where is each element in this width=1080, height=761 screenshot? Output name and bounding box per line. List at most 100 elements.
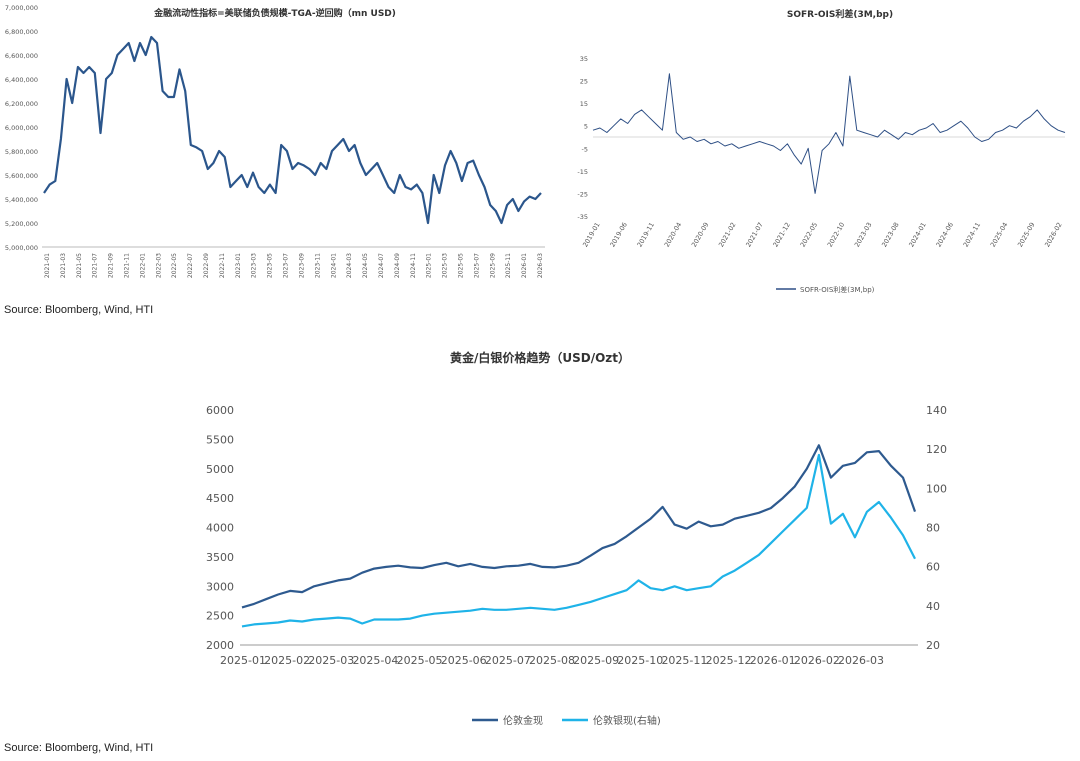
liquidity-y-tick: 6,400,000 <box>5 76 38 84</box>
liquidity-y-tick: 5,000,000 <box>5 244 38 252</box>
sofr-x-tick: 2022-05 <box>799 221 820 249</box>
liquidity-y-tick: 7,000,000 <box>5 4 38 12</box>
liquidity-x-tick: 2023-03 <box>251 253 258 278</box>
sofr-ois-chart-title: SOFR-OIS利差(3M,bp) <box>787 8 893 20</box>
gold-y-tick: 4000 <box>206 522 234 535</box>
liquidity-x-tick: 2026-01 <box>521 253 528 278</box>
sofr-x-tick: 2025-09 <box>1016 221 1037 249</box>
gold-y-tick: 5000 <box>206 463 234 476</box>
liquidity-x-tick: 2023-11 <box>314 253 321 278</box>
silver-line <box>241 453 916 628</box>
gold-silver-chart-title: 黄金/白银价格趋势（USD/Ozt） <box>450 350 630 365</box>
source-bottom: Source: Bloomberg, Wind, HTI <box>4 742 154 754</box>
gold-line <box>241 444 917 609</box>
sofr-y-tick: 35 <box>580 55 588 63</box>
gold-silver-legend: 伦敦金现 伦敦银现(右轴) <box>472 714 661 727</box>
sofr-x-tick: 2020-04 <box>663 221 684 249</box>
liquidity-x-tick: 2022-09 <box>203 253 210 278</box>
liquidity-x-tick: 2022-05 <box>171 253 178 278</box>
sofr-x-tick: 2019-06 <box>608 221 629 249</box>
liquidity-x-tick: 2023-05 <box>267 253 274 278</box>
gold-y-tick: 3500 <box>206 551 234 564</box>
sofr-x-tick: 2022-10 <box>826 221 847 249</box>
liquidity-x-tick: 2021-11 <box>124 253 131 278</box>
liquidity-y-tick: 6,000,000 <box>5 124 38 132</box>
liquidity-y-tick: 6,800,000 <box>5 28 38 36</box>
liquidity-x-tick: 2026-03 <box>537 253 544 278</box>
gold-silver-x-tick: 2025-05 <box>397 654 443 667</box>
legend-gold-label: 伦敦金现 <box>503 714 543 727</box>
gold-silver-x-tick: 2025-10 <box>617 654 663 667</box>
liquidity-x-tick: 2021-03 <box>60 253 67 278</box>
sofr-y-tick: -25 <box>577 190 588 198</box>
liquidity-x-tick: 2022-07 <box>187 253 194 278</box>
sofr-x-tick: 2021-07 <box>744 221 765 249</box>
sofr-x-tick: 2019-11 <box>636 221 657 249</box>
gold-silver-x-tick: 2025-08 <box>529 654 575 667</box>
gold-silver-x-tick: 2026-01 <box>750 654 796 667</box>
silver-y-tick: 40 <box>926 600 940 613</box>
gold-silver-x-tick: 2025-02 <box>264 654 310 667</box>
sofr-x-tick: 2024-11 <box>962 221 983 249</box>
source-top: Source: Bloomberg, Wind, HTI <box>4 304 154 316</box>
liquidity-x-tick: 2024-01 <box>330 253 337 278</box>
liquidity-x-tick: 2024-03 <box>346 253 353 278</box>
liquidity-y-tick: 6,200,000 <box>5 100 38 108</box>
sofr-y-tick: -5 <box>582 145 588 153</box>
liquidity-chart-title: 金融流动性指标=美联储负债规模-TGA-逆回购（mn USD) <box>153 7 396 19</box>
sofr-y-tick: 5 <box>584 123 588 131</box>
liquidity-x-tick: 2024-05 <box>362 253 369 278</box>
silver-y-tick: 140 <box>926 404 947 417</box>
gold-y-tick: 2500 <box>206 610 234 623</box>
liquidity-x-tick: 2021-07 <box>92 253 99 278</box>
sofr-x-tick: 2025-04 <box>989 221 1010 249</box>
silver-y-tick: 120 <box>926 443 947 456</box>
gold-y-tick: 2000 <box>206 639 234 652</box>
liquidity-y-tick: 5,400,000 <box>5 196 38 204</box>
sofr-x-tick: 2023-08 <box>880 221 901 249</box>
liquidity-y-tick: 5,200,000 <box>5 220 38 228</box>
sofr-ois-legend-label: SOFR-OIS利差(3M,bp) <box>800 285 875 294</box>
gold-silver-x-tick: 2025-09 <box>573 654 619 667</box>
liquidity-x-tick: 2024-09 <box>394 253 401 278</box>
sofr-ois-line <box>592 73 1066 194</box>
sofr-x-tick: 2023-03 <box>853 221 874 249</box>
sofr-ois-legend: SOFR-OIS利差(3M,bp) <box>776 285 875 294</box>
gold-silver-x-tick: 2025-11 <box>661 654 707 667</box>
silver-y-tick: 20 <box>926 639 940 652</box>
sofr-y-tick: -35 <box>577 213 588 221</box>
sofr-y-tick: -15 <box>577 168 588 176</box>
liquidity-x-tick: 2025-09 <box>489 253 496 278</box>
liquidity-x-tick: 2021-05 <box>76 253 83 278</box>
liquidity-x-tick: 2021-01 <box>44 253 51 278</box>
liquidity-x-tick: 2025-03 <box>442 253 449 278</box>
liquidity-x-tick: 2023-01 <box>235 253 242 278</box>
gold-silver-x-tick: 2025-12 <box>706 654 752 667</box>
gold-silver-x-tick: 2025-07 <box>485 654 531 667</box>
sofr-x-tick: 2021-02 <box>717 221 738 249</box>
sofr-x-tick: 2020-09 <box>690 221 711 249</box>
liquidity-x-tick: 2023-09 <box>298 253 305 278</box>
gold-y-tick: 5500 <box>206 433 234 446</box>
gold-silver-x-tick: 2025-03 <box>308 654 354 667</box>
silver-y-tick: 60 <box>926 561 940 574</box>
liquidity-x-tick: 2025-07 <box>473 253 480 278</box>
liquidity-y-tick: 6,600,000 <box>5 52 38 60</box>
sofr-ois-chart: SOFR-OIS利差(3M,bp) -35 -25 -15 -5 5 15 25 35 2019… <box>577 8 1066 294</box>
gold-y-tick: 3000 <box>206 580 234 593</box>
liquidity-x-tick: 2024-11 <box>410 253 417 278</box>
sofr-x-tick: 2021-12 <box>771 221 792 249</box>
sofr-x-tick: 2019-01 <box>581 221 602 249</box>
liquidity-x-tick: 2023-07 <box>283 253 290 278</box>
gold-y-tick: 4500 <box>206 492 234 505</box>
sofr-x-tick: 2024-06 <box>935 221 956 249</box>
liquidity-line <box>43 35 542 225</box>
legend-silver-label: 伦敦银现(右轴) <box>593 714 661 727</box>
liquidity-x-tick: 2025-01 <box>426 253 433 278</box>
sofr-y-tick: 25 <box>580 78 588 86</box>
gold-silver-x-tick: 2025-04 <box>352 654 398 667</box>
gold-silver-chart: 黄金/白银价格趋势（USD/Ozt） 2000 2500 3000 3500 4000 4… <box>206 350 947 727</box>
gold-silver-x-tick: 2026-03 <box>838 654 884 667</box>
liquidity-chart: 金融流动性指标=美联储负债规模-TGA-逆回购（mn USD) 5,000,00… <box>5 4 545 278</box>
silver-y-tick: 100 <box>926 482 947 495</box>
